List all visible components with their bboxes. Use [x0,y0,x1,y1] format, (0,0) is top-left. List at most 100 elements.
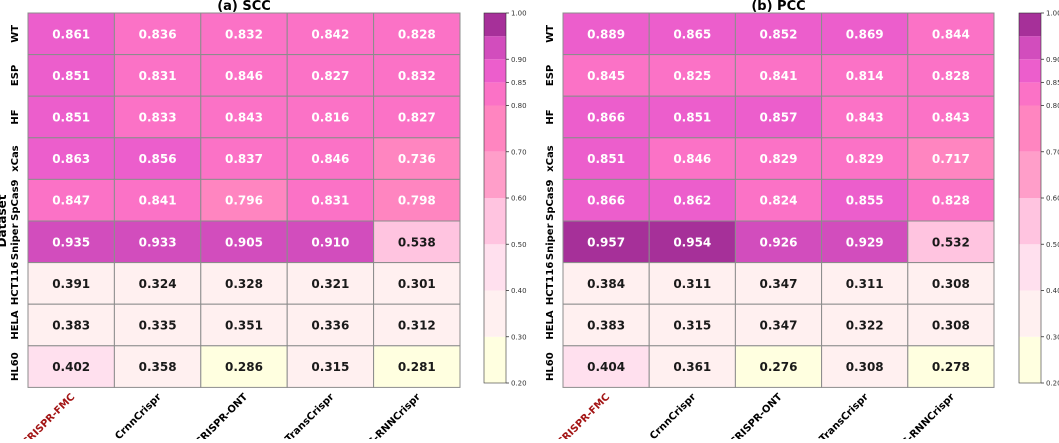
colorbar-segment [1019,82,1041,106]
cell-value-label: 0.383 [52,319,90,333]
colorbar-segment [484,105,506,152]
cell-value-label: 0.844 [932,27,970,41]
heatmap-cell [113,95,202,139]
cell-value-label: 0.926 [760,235,798,249]
cell-value-label: 0.347 [760,277,798,291]
cell-value-label: 0.889 [587,27,625,41]
chart-title: (b) PCC [751,0,805,14]
cell-value-label: 0.833 [139,111,177,125]
column-tick-label: CRISPR-ONT [728,392,785,439]
cell-value-label: 0.825 [673,69,711,83]
cell-value-label: 0.855 [846,194,884,208]
heatmap-cell [907,137,995,180]
cell-value-label: 0.846 [673,152,711,166]
cell-value-label: 0.328 [225,277,263,291]
row-tick-label: HL60 [545,352,556,381]
row-tick-label: WT [10,25,21,43]
cell-value-label: 0.315 [673,319,711,333]
cell-value-label: 0.351 [225,319,263,333]
cell-value-label: 0.847 [52,194,90,208]
colorbar-tick-label: 1.00 [511,10,527,18]
cell-value-label: 0.828 [932,69,970,83]
heatmap-cell [200,54,288,97]
cell-value-label: 0.910 [311,235,349,249]
heatmap-cell [27,12,115,56]
cell-value-label: 0.856 [139,152,177,166]
heatmap-cell [907,54,995,97]
colorbar-segment [484,59,506,83]
cell-value-label: 0.829 [760,152,798,166]
heatmap-cell [562,345,650,388]
heatmap-cell [373,303,461,347]
cell-value-label: 0.538 [398,235,436,249]
cell-value-label: 0.308 [932,319,970,333]
cell-value-label: 0.824 [760,194,798,208]
cell-value-label: 0.308 [846,360,884,374]
heatmap-cell [907,95,995,139]
cell-value-label: 0.814 [846,69,884,83]
heatmap-cell [200,12,288,56]
cell-value-label: 0.837 [225,152,263,166]
row-tick-label: HL60 [10,352,21,381]
row-tick-label: HCT116 [545,262,556,305]
cell-value-label: 0.935 [52,235,90,249]
cell-value-label: 0.841 [760,69,798,83]
cell-value-label: 0.857 [760,111,798,125]
cell-value-label: 0.324 [139,277,177,291]
cell-value-label: 0.311 [673,277,711,291]
heatmap-cell [907,262,995,305]
heatmap-cell [27,345,115,388]
heatmap-cell [373,178,461,222]
cell-value-label: 0.851 [52,69,90,83]
row-tick-label: SpCas9 [545,179,556,220]
heatmap-cell [907,178,995,222]
heatmap-panel-2: (b) PCC 0.889 0.865 0.852 0.869 0.844 0.845 0.8… [545,0,1059,443]
row-tick-label: ESP [10,65,21,86]
colorbar-tick-label: 0.30 [1046,333,1059,341]
colorbar-segment [1019,336,1041,383]
heatmap-cell [286,220,375,264]
cell-value-label: 0.954 [673,235,711,249]
heatmap-cell [286,137,375,180]
heatmap-cell [821,54,909,97]
cell-value-label: 0.315 [311,360,349,374]
heatmap-cell [286,95,375,139]
colorbar-segment [1019,36,1041,60]
column-tick-label: CrnnCrispr [113,392,163,439]
cell-value-label: 0.843 [932,111,970,125]
heatmap-cell [648,95,736,139]
cell-value-label: 0.842 [311,27,349,41]
column-tick-label: CRISPR-FMC [555,392,612,439]
cell-value-label: 0.276 [760,360,798,374]
heatmap-cell [907,345,995,388]
row-tick-label: Sniper [545,223,556,260]
cell-value-label: 0.827 [311,69,349,83]
colorbar-tick-label: 0.50 [1046,241,1059,249]
heatmap-cell [907,220,995,264]
colorbar-segment [484,151,506,198]
heatmap-cell [113,12,202,56]
heatmap-cell [734,303,823,347]
cell-value-label: 0.831 [311,194,349,208]
column-tick-label: TransCrispr [283,392,336,439]
cell-value-label: 0.851 [673,111,711,125]
heatmap-cell [734,137,823,180]
colorbar-segment [1019,59,1041,83]
colorbar-segment [1019,105,1041,152]
cell-value-label: 0.717 [932,152,970,166]
row-tick-label: HCT116 [10,262,21,305]
colorbar-segment [484,36,506,60]
colorbar-tick-label: 0.20 [1046,380,1059,388]
cell-value-label: 0.347 [760,319,798,333]
heatmap-cell [562,54,650,97]
heatmap-cell [562,178,650,222]
colorbar-tick-label: 0.85 [1046,79,1059,87]
cell-value-label: 0.845 [587,69,625,83]
heatmap-cell [734,95,823,139]
heatmap-cell [734,12,823,56]
row-tick-label: HF [10,109,21,124]
heatmap-cell [113,303,202,347]
cell-value-label: 0.402 [52,360,90,374]
